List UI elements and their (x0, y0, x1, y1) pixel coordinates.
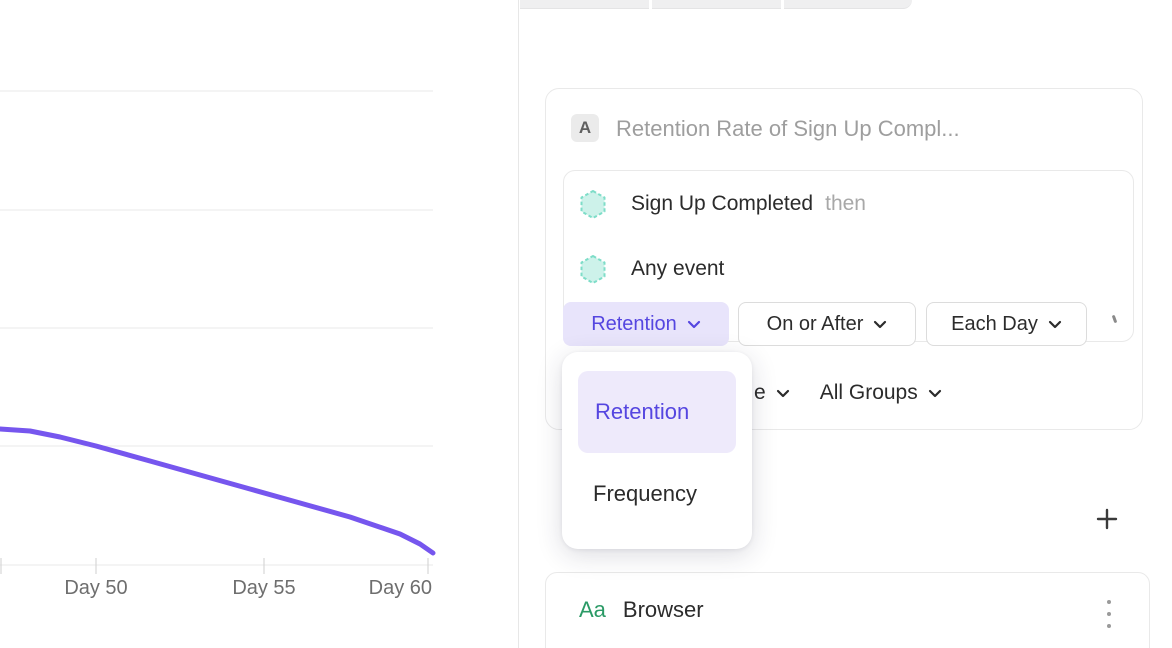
property-card-browser: Aa Browser (545, 572, 1150, 648)
retention-mode-label: Retention (591, 312, 677, 335)
each-day-dropdown[interactable]: Each Day (926, 302, 1087, 346)
x-axis-label-day50: Day 50 (64, 577, 128, 599)
x-axis-label-day60: Day 60 (368, 577, 432, 599)
add-button[interactable] (1092, 504, 1122, 534)
event-row-signup[interactable]: Sign Up Completed then (579, 187, 866, 221)
on-or-after-dropdown[interactable]: On or After (738, 302, 916, 346)
menu-item-frequency[interactable]: Frequency (593, 481, 697, 506)
event-hexagon-icon (580, 189, 606, 219)
event-hexagon-icon (580, 254, 606, 284)
retention-mode-dropdown[interactable]: Retention (563, 302, 729, 346)
plus-icon (1096, 508, 1118, 530)
property-selector[interactable]: Aa Browser (579, 597, 704, 623)
panel-divider (518, 0, 519, 648)
mode-dropdown-menu: Retention Frequency (562, 352, 752, 549)
all-groups-dropdown[interactable]: All Groups (820, 381, 942, 405)
kebab-menu-button[interactable] (1101, 600, 1117, 628)
clipped-tab-segment-1[interactable] (520, 0, 649, 9)
metric-title-input[interactable]: Retention Rate of Sign Up Compl... (616, 116, 960, 141)
property-type-icon: Aa (579, 597, 606, 622)
chevron-down-icon (687, 320, 700, 328)
metric-badge: A (571, 114, 599, 142)
event-name: Any event (631, 257, 725, 280)
clipped-measure-dropdown[interactable]: e (754, 381, 790, 405)
retention-chart-canvas (0, 90, 436, 574)
event-name: Sign Up Completed (631, 192, 814, 215)
event-row-any-event[interactable]: Any event (579, 252, 724, 286)
each-day-label: Each Day (951, 312, 1038, 335)
all-groups-label: All Groups (819, 381, 918, 404)
retention-chart: Day 50 Day 55 Day 60 (0, 0, 520, 648)
clipped-tab-segment-2[interactable] (652, 0, 781, 9)
clipped-tab-segment-3[interactable] (784, 0, 912, 9)
event-suffix-then: then (825, 192, 866, 215)
property-label: Browser (622, 597, 704, 622)
x-axis-label-day55: Day 55 (232, 577, 296, 599)
chevron-down-icon (874, 320, 887, 328)
menu-item-retention[interactable]: Retention (578, 371, 736, 453)
chevron-down-icon (928, 389, 941, 397)
chevron-down-icon (1048, 320, 1061, 328)
measure-groups-row: e All Groups (754, 374, 942, 412)
clipped-measure-label: e (754, 381, 766, 404)
retention-line (0, 426, 436, 556)
on-or-after-label: On or After (766, 312, 864, 335)
chevron-down-icon (776, 389, 789, 397)
